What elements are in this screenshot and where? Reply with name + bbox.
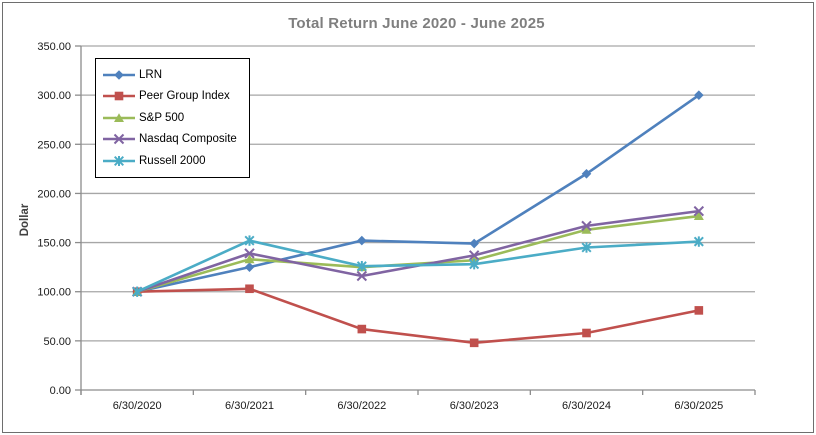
diamond-marker-icon — [103, 69, 135, 80]
series-line-lrn — [136, 94, 700, 293]
marker-russell-2000 — [244, 235, 255, 246]
series-line-russell-2000 — [136, 239, 699, 293]
legend-item-russell-2000: Russell 2000 — [102, 150, 237, 172]
marker-nasdaq-composite — [581, 220, 592, 232]
marker-nasdaq-composite — [468, 250, 480, 261]
x-category-label: 6/30/2020 — [113, 400, 162, 412]
y-tick-label: 0.00 — [50, 385, 71, 397]
y-tick-label: 100.00 — [37, 287, 71, 299]
marker-russell-2000 — [581, 242, 592, 253]
legend: LRN Peer Group Index S&P 500 Nasdaq Composi… — [95, 58, 250, 178]
x-category-label: 6/30/2025 — [674, 400, 723, 412]
marker-peer-group-index — [245, 284, 254, 294]
legend-label: Nasdaq Composite — [139, 133, 237, 146]
marker-peer-group-index — [694, 306, 704, 315]
chart-title: Total Return June 2020 - June 2025 — [288, 15, 545, 32]
y-tick-label: 300.00 — [37, 90, 71, 102]
asterisk-marker-icon — [103, 155, 135, 166]
y-tick-label: 200.00 — [37, 188, 71, 200]
marker-russell-2000 — [693, 236, 704, 247]
marker-lrn — [244, 262, 255, 272]
y-tick-label: 350.00 — [37, 41, 71, 53]
marker-peer-group-index — [357, 324, 367, 334]
marker-nasdaq-composite — [693, 205, 705, 217]
marker-s-p-500 — [693, 211, 704, 221]
legend-marker — [114, 69, 124, 80]
marker-nasdaq-composite — [356, 270, 368, 282]
y-tick-label: 50.00 — [43, 336, 71, 348]
legend-item-peer-group-index: Peer Group Index — [102, 86, 237, 108]
marker-nasdaq-composite — [244, 248, 255, 259]
legend-marker — [114, 112, 124, 122]
marker-lrn — [469, 238, 479, 249]
marker-s-p-500 — [244, 254, 255, 264]
marker-peer-group-index — [469, 338, 479, 348]
x-category-label: 6/30/2024 — [562, 400, 611, 412]
legend-label: Russell 2000 — [139, 154, 206, 167]
legend-item-s-p-500: S&P 500 — [102, 107, 237, 129]
legend-label: LRN — [139, 68, 163, 81]
y-tick-label: 150.00 — [37, 238, 71, 250]
marker-lrn — [357, 235, 367, 246]
x-category-label: 6/30/2021 — [225, 400, 274, 412]
legend-item-lrn: LRN — [102, 64, 237, 86]
marker-s-p-500 — [581, 224, 592, 234]
legend-label: Peer Group Index — [139, 90, 230, 103]
plot-area: 350.00 300.00 250.00 200.00 150.00 100.00 50.0… — [37, 41, 756, 412]
legend-marker — [114, 91, 124, 101]
x-category-label: 6/30/2023 — [450, 400, 499, 412]
marker-peer-group-index — [582, 328, 591, 338]
square-marker-icon — [103, 91, 135, 101]
y-tick-label: 250.00 — [37, 139, 71, 151]
marker-russell-2000 — [132, 286, 143, 297]
x-category-label: 6/30/2022 — [337, 400, 386, 412]
x-marker-icon — [103, 134, 135, 145]
series-line-s-p-500 — [136, 214, 699, 293]
marker-lrn — [694, 90, 704, 100]
marker-russell-2000 — [356, 261, 367, 272]
legend-item-nasdaq-composite: Nasdaq Composite — [102, 129, 237, 151]
legend-label: S&P 500 — [139, 111, 185, 124]
series-line-nasdaq-composite — [136, 209, 700, 293]
triangle-marker-icon — [103, 112, 135, 122]
legend-marker — [113, 155, 125, 166]
legend-marker — [113, 134, 125, 145]
marker-russell-2000 — [469, 259, 480, 270]
marker-lrn — [581, 168, 592, 179]
series-line-peer-group-index — [137, 287, 700, 345]
